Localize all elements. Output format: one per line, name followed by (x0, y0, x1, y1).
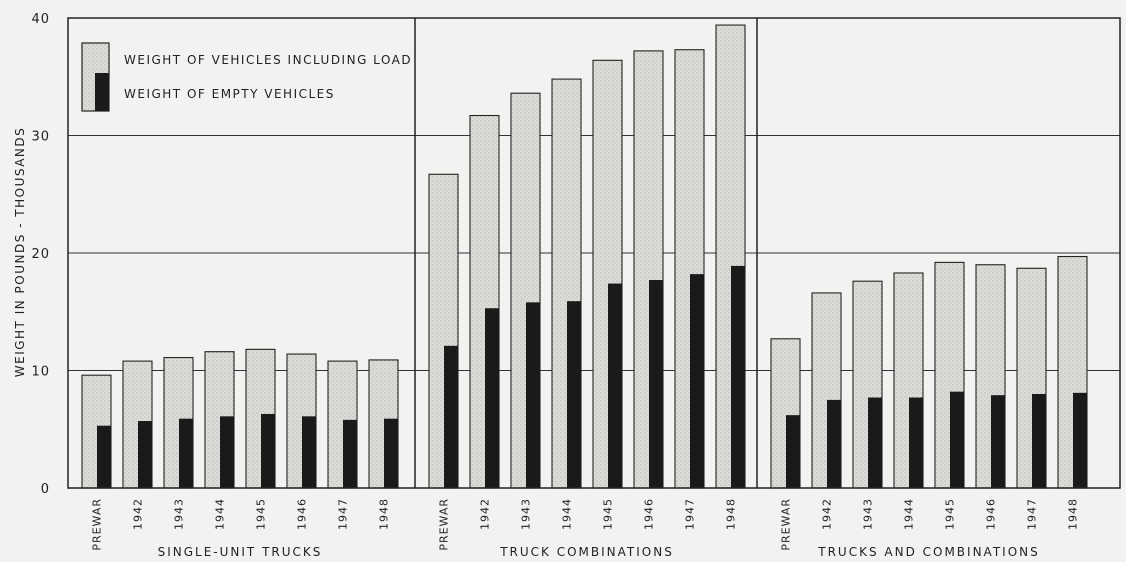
bar-empty (827, 399, 841, 488)
y-tick-label: 30 (31, 130, 50, 145)
bar-empty (690, 274, 704, 488)
bar-empty (343, 419, 357, 488)
x-tick-label: 1944 (561, 498, 574, 530)
legend-label-loaded: WEIGHT OF VEHICLES INCLUDING LOAD (124, 53, 412, 67)
group-label: TRUCK COMBINATIONS (499, 545, 674, 559)
bar-empty (302, 416, 316, 488)
bar-empty (138, 421, 152, 488)
x-tick-label: 1942 (821, 498, 834, 530)
legend: WEIGHT OF VEHICLES INCLUDING LOAD WEIGHT… (81, 42, 412, 112)
bar-loaded (551, 78, 582, 489)
x-tick-label: 1944 (903, 498, 916, 530)
x-tick-label: 1945 (944, 498, 957, 530)
x-tick-label: 1943 (862, 498, 875, 530)
x-tick-label: PREWAR (780, 498, 793, 551)
y-tick-label: 10 (31, 365, 50, 380)
group-label: SINGLE-UNIT TRUCKS (158, 545, 323, 559)
y-tick-label: 0 (41, 482, 50, 497)
bar-empty (179, 418, 193, 488)
x-tick-label: PREWAR (91, 498, 104, 551)
bar-empty (485, 308, 499, 488)
x-tick-label: 1947 (684, 498, 697, 530)
x-tick-label: 1943 (520, 498, 533, 530)
y-axis-label: WEIGHT IN POUNDS - THOUSANDS (13, 127, 27, 378)
bar-empty (444, 345, 458, 488)
x-tick-label: 1946 (985, 498, 998, 530)
bar-empty (261, 413, 275, 488)
y-tick-label: 20 (31, 247, 50, 262)
bar-empty (1073, 392, 1087, 488)
bar-empty (608, 283, 622, 488)
bar-loaded (975, 264, 1006, 489)
bar-empty (786, 415, 800, 488)
x-tick-label: 1948 (378, 498, 391, 530)
bar-empty (567, 301, 581, 488)
bar-empty (384, 418, 398, 488)
x-tick-label: 1942 (479, 498, 492, 530)
x-axis-categories: PREWAR 1942 1943 1944 1945 1946 1947 1948 PREWAR… (91, 498, 1080, 551)
bar-empty (950, 391, 964, 488)
plot-frame (67, 17, 1121, 489)
x-tick-label: 1944 (214, 498, 227, 530)
x-tick-label: 1945 (602, 498, 615, 530)
y-tick-label: 40 (31, 12, 50, 27)
x-tick-label: 1945 (255, 498, 268, 530)
x-tick-label: PREWAR (438, 498, 451, 551)
bar-empty (909, 397, 923, 488)
x-tick-label: 1946 (296, 498, 309, 530)
bar-empty (649, 280, 663, 488)
bar-empty (220, 416, 234, 488)
bars (81, 24, 1088, 489)
x-tick-label: 1942 (132, 498, 145, 530)
y-axis-ticks: 0 10 20 30 40 (31, 12, 50, 497)
bar-empty (526, 302, 540, 488)
bar-empty (991, 395, 1005, 488)
x-tick-label: 1948 (725, 498, 738, 530)
x-tick-label: 1946 (643, 498, 656, 530)
x-tick-label: 1943 (173, 498, 186, 530)
bar-empty (731, 265, 745, 488)
bar-empty (97, 425, 111, 488)
group-labels: SINGLE-UNIT TRUCKS TRUCK COMBINATIONS TRUC… (158, 545, 1039, 559)
bar-empty (868, 397, 882, 488)
group-label: TRUCKS AND COMBINATIONS (817, 545, 1039, 559)
x-tick-label: 1947 (337, 498, 350, 530)
legend-label-empty: WEIGHT OF EMPTY VEHICLES (124, 87, 335, 101)
x-tick-label: 1948 (1067, 498, 1080, 530)
legend-swatch-empty (95, 73, 109, 111)
x-tick-label: 1947 (1026, 498, 1039, 530)
bar-empty (1032, 394, 1046, 488)
